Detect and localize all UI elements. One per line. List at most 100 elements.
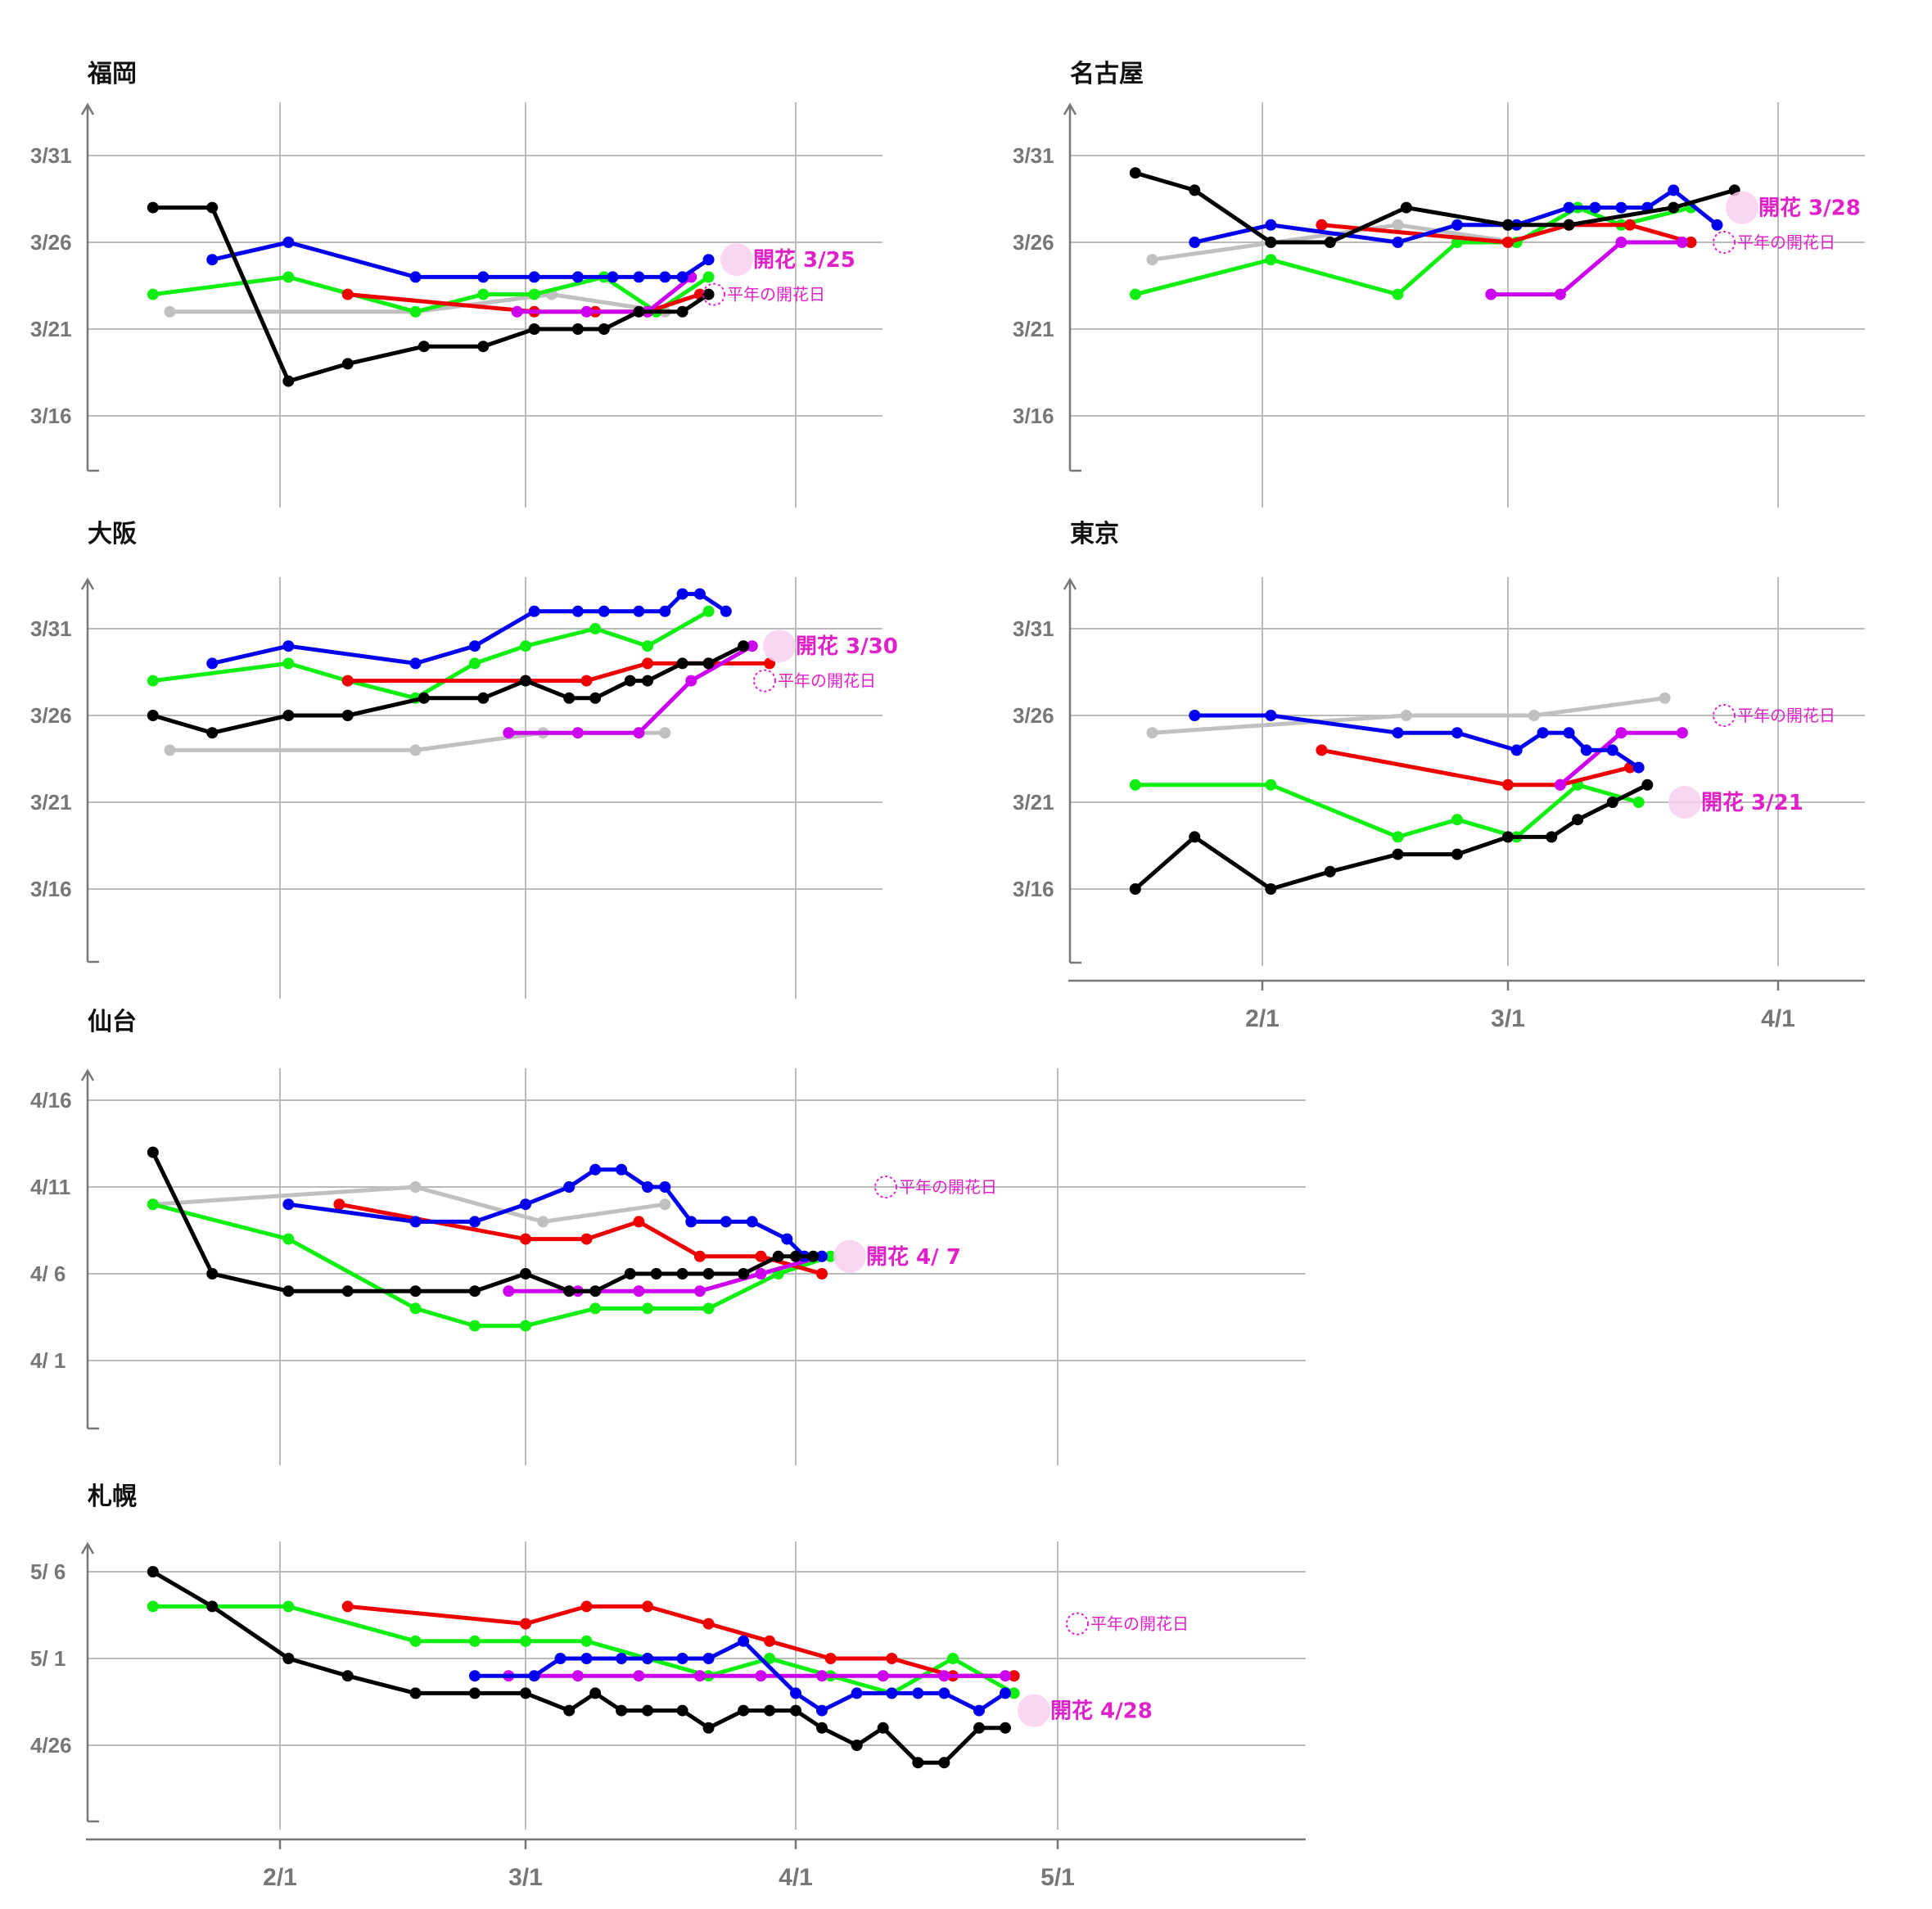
data-point [468, 1285, 481, 1297]
normal-marker [702, 282, 725, 306]
data-point [1563, 201, 1575, 214]
data-point [520, 640, 531, 652]
y-tick-label: 3/31 [1013, 616, 1054, 641]
x-tick-label: 3/1 [1491, 1005, 1525, 1032]
data-point [816, 1722, 828, 1734]
y-tick-label: 3/21 [30, 317, 72, 341]
bloom-label: 開花 3/30 [796, 634, 898, 659]
data-point [206, 657, 219, 670]
data-point [409, 1302, 422, 1315]
data-point [580, 1233, 593, 1245]
data-point [676, 657, 688, 670]
y-axis-arrow [80, 1068, 95, 1081]
data-point [1392, 831, 1404, 843]
data-point [1324, 237, 1336, 248]
data-point [1316, 744, 1328, 756]
data-point [537, 1216, 549, 1228]
data-point [642, 657, 654, 670]
data-point [409, 1687, 422, 1699]
data-point [877, 1670, 889, 1682]
data-point [1392, 848, 1404, 860]
data-point [580, 1635, 593, 1647]
normal-label: 平年の開花日 [1737, 706, 1835, 725]
data-point [563, 692, 576, 704]
data-point [528, 605, 540, 617]
data-point [1546, 831, 1558, 843]
data-point [147, 710, 159, 721]
bloom-marker [833, 1239, 866, 1273]
data-point [764, 1653, 776, 1664]
data-point [468, 1320, 481, 1332]
series-line-black [152, 643, 745, 735]
y-axis-arrow [80, 102, 95, 115]
data-point [341, 1670, 354, 1682]
data-point [563, 1285, 576, 1297]
y-tick-label: 3/31 [1013, 143, 1054, 168]
data-point [702, 1268, 715, 1279]
bloom-marker [1668, 786, 1701, 819]
data-point [1392, 237, 1404, 248]
data-point [1265, 237, 1277, 248]
data-point [912, 1757, 924, 1769]
data-point [616, 1653, 628, 1664]
data-point [1324, 865, 1336, 878]
data-point [528, 288, 540, 300]
x-tick-label: 3/1 [508, 1864, 543, 1891]
data-point [790, 1704, 801, 1717]
data-point [341, 1285, 354, 1297]
data-point [1641, 778, 1654, 791]
data-point [790, 1250, 801, 1262]
data-point [418, 341, 430, 353]
data-point [807, 1250, 819, 1262]
data-point [816, 1250, 828, 1262]
data-point [642, 1600, 654, 1613]
data-point [1676, 237, 1688, 248]
data-point [206, 727, 219, 739]
data-point [589, 1285, 602, 1297]
data-point [1502, 831, 1514, 843]
data-point [633, 271, 645, 283]
data-point [720, 1216, 732, 1228]
data-point [633, 1285, 645, 1297]
data-point [642, 1704, 654, 1717]
data-point [1000, 1687, 1011, 1699]
data-point [418, 692, 430, 704]
data-point [816, 1670, 828, 1682]
data-point [685, 675, 697, 687]
y-tick-label: 3/26 [1013, 703, 1054, 728]
y-tick-label: 5/ 6 [30, 1559, 65, 1584]
data-point [1606, 797, 1618, 808]
data-point [938, 1757, 950, 1769]
data-point [206, 254, 219, 266]
data-point [554, 1653, 567, 1664]
data-point [477, 692, 490, 704]
data-point [282, 1198, 295, 1211]
y-tick-label: 3/16 [30, 877, 72, 901]
y-tick-label: 3/21 [1013, 317, 1054, 341]
data-point [520, 1687, 531, 1699]
data-point [738, 1268, 750, 1279]
data-point [409, 305, 422, 318]
data-point [147, 1566, 159, 1577]
series-line-green [152, 1202, 832, 1329]
data-point [1554, 288, 1566, 300]
y-axis-arrow [1063, 102, 1077, 115]
data-point [1146, 254, 1158, 266]
data-point [589, 692, 602, 704]
data-point [571, 727, 584, 739]
data-point [520, 1268, 531, 1279]
data-point [571, 271, 584, 283]
data-point [693, 588, 706, 600]
data-point [520, 675, 531, 687]
panel-title: 仙台 [88, 1008, 137, 1036]
data-point [341, 710, 354, 721]
data-point [1572, 814, 1584, 826]
data-point [702, 271, 715, 283]
data-point [659, 1198, 671, 1211]
data-point [702, 254, 715, 266]
data-point [571, 1670, 584, 1682]
series-line-gray [152, 1185, 666, 1224]
data-point [341, 358, 354, 370]
data-point [477, 341, 490, 353]
